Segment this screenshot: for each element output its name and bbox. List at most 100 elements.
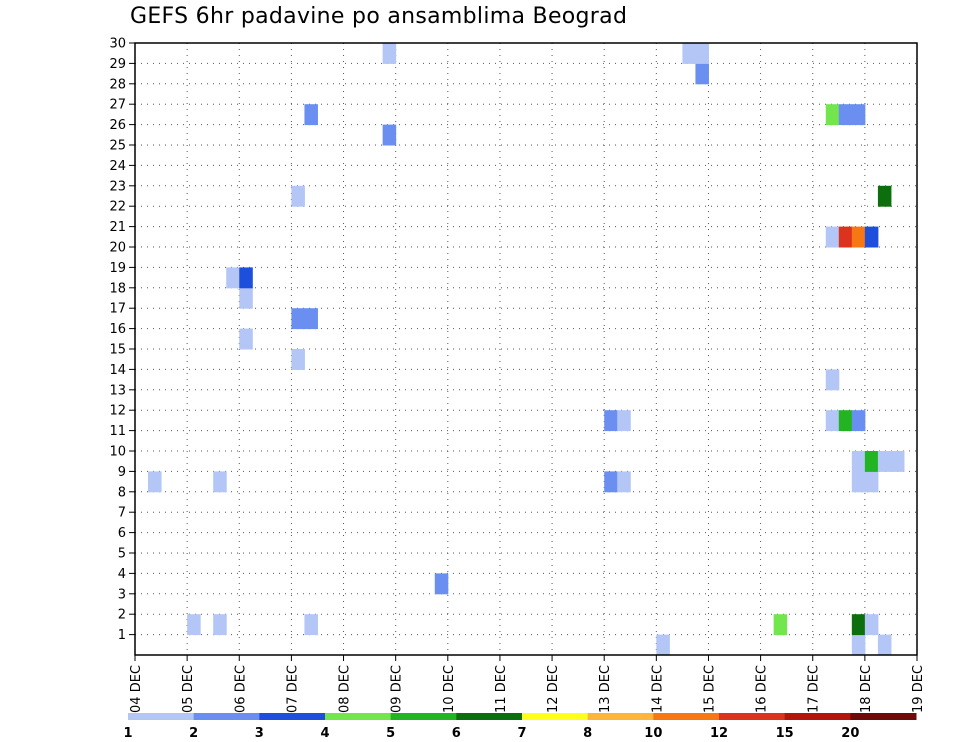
colorbar-swatch <box>259 713 326 720</box>
colorbar-swatch <box>325 713 392 720</box>
colorbar-label: 4 <box>320 726 329 741</box>
y-tick-label: 8 <box>118 485 126 500</box>
y-tick-label: 22 <box>109 200 126 215</box>
colorbar-label: 6 <box>452 726 461 741</box>
x-tick-label: 16 DEC <box>755 665 770 713</box>
heatmap-cell <box>213 614 227 636</box>
y-tick-label: 7 <box>118 506 126 521</box>
heatmap-cell <box>382 124 397 146</box>
colorbar-swatch <box>850 713 917 720</box>
heatmap-cell <box>291 185 305 207</box>
heatmap-cell <box>304 614 318 636</box>
x-tick-label: 14 DEC <box>650 665 665 713</box>
cells-layer <box>148 43 905 656</box>
heatmap-cell <box>825 369 840 391</box>
x-tick-label: 08 DEC <box>338 665 353 713</box>
x-tick-label: 10 DEC <box>442 665 457 713</box>
heatmap-cell <box>604 471 618 493</box>
heatmap-cell <box>773 614 788 636</box>
heatmap-cell <box>851 410 866 432</box>
y-tick-label: 17 <box>109 302 126 317</box>
colorbar-label: 15 <box>776 726 794 741</box>
heatmap-cell <box>825 104 840 126</box>
y-tick-label: 14 <box>109 363 126 378</box>
y-tick-label: 9 <box>118 465 126 480</box>
heatmap-cell <box>838 226 853 248</box>
heatmap-cell <box>617 471 631 493</box>
chart-title: GEFS 6hr padavine po ansamblima Beograd <box>130 4 628 29</box>
x-tick-label: 13 DEC <box>598 665 613 713</box>
colorbar-swatch <box>193 713 260 720</box>
heatmap-cell <box>656 634 670 656</box>
heatmap-cell <box>877 185 892 207</box>
y-tick-label: 30 <box>109 37 126 52</box>
y-axis: 1234567891011121314151617181920212223242… <box>109 37 135 643</box>
heatmap-cell <box>864 226 879 248</box>
y-tick-label: 25 <box>109 139 126 154</box>
colorbar-label: 7 <box>517 726 526 741</box>
heatmap-cell <box>187 614 201 636</box>
heatmap-cell <box>239 267 253 289</box>
heatmap-cell <box>877 634 892 656</box>
y-tick-label: 2 <box>118 608 126 623</box>
x-tick-label: 17 DEC <box>807 665 822 713</box>
heatmap-cell <box>864 451 879 472</box>
y-tick-label: 21 <box>109 220 126 235</box>
heatmap-cell <box>617 410 631 432</box>
heatmap-cell <box>239 328 253 350</box>
x-tick-label: 04 DEC <box>129 665 144 713</box>
heatmap-cell <box>239 287 253 309</box>
heatmap-cell <box>864 614 879 636</box>
heatmap-cell <box>291 308 305 330</box>
y-tick-label: 26 <box>109 118 126 133</box>
y-tick-label: 3 <box>118 587 126 602</box>
y-tick-label: 19 <box>109 261 126 276</box>
colorbar-swatch <box>784 713 851 720</box>
heatmap-cell <box>382 43 397 64</box>
x-tick-label: 06 DEC <box>233 665 248 713</box>
heatmap-cell <box>851 634 866 656</box>
heatmap-cell <box>291 349 305 370</box>
colorbar-label: 2 <box>189 726 198 741</box>
colorbar-label: 5 <box>386 726 395 741</box>
colorbar-label: 1 <box>123 726 132 741</box>
heatmap-cell <box>604 410 618 432</box>
x-tick-label: 11 DEC <box>494 665 509 713</box>
heatmap-cell <box>838 104 853 126</box>
x-tick-label: 07 DEC <box>285 665 300 713</box>
y-tick-label: 11 <box>109 424 126 439</box>
colorbar-label: 12 <box>710 726 728 741</box>
x-axis: 04 DEC 05 DEC 06 DEC 07 DEC 08 DEC 09 DEC 10 D… <box>129 655 926 713</box>
colorbar: 1 2 3 4 5 6 7 8 10 12 15 20 <box>123 713 917 741</box>
colorbar-swatch <box>390 713 457 720</box>
colorbar-swatch <box>456 713 523 720</box>
y-tick-label: 5 <box>118 547 126 562</box>
heatmap-cell <box>825 410 840 432</box>
heatmap-cell <box>148 471 162 493</box>
heatmap-cell <box>838 410 853 432</box>
x-tick-label: 12 DEC <box>546 665 561 713</box>
y-tick-label: 28 <box>109 77 126 92</box>
colorbar-swatch <box>522 713 589 720</box>
y-tick-label: 18 <box>109 281 126 296</box>
y-tick-label: 1 <box>118 628 126 643</box>
colorbar-label: 10 <box>644 726 662 741</box>
colorbar-swatch <box>653 713 720 720</box>
heatmap-cell <box>304 104 318 126</box>
y-tick-label: 16 <box>109 322 126 337</box>
colorbar-swatch <box>128 713 195 720</box>
heatmap-cell <box>877 451 892 472</box>
grid <box>135 43 917 655</box>
heatmap-cell <box>890 451 905 472</box>
colorbar-swatch <box>587 713 654 720</box>
y-tick-label: 4 <box>118 567 126 582</box>
y-tick-label: 20 <box>109 241 126 256</box>
x-tick-label: 05 DEC <box>181 665 196 713</box>
y-tick-label: 15 <box>109 343 126 358</box>
y-tick-label: 23 <box>109 179 126 194</box>
x-tick-label: 09 DEC <box>390 665 405 713</box>
colorbar-label: 8 <box>583 726 592 741</box>
heatmap-cell <box>695 43 709 64</box>
heatmap-cell <box>226 267 240 289</box>
